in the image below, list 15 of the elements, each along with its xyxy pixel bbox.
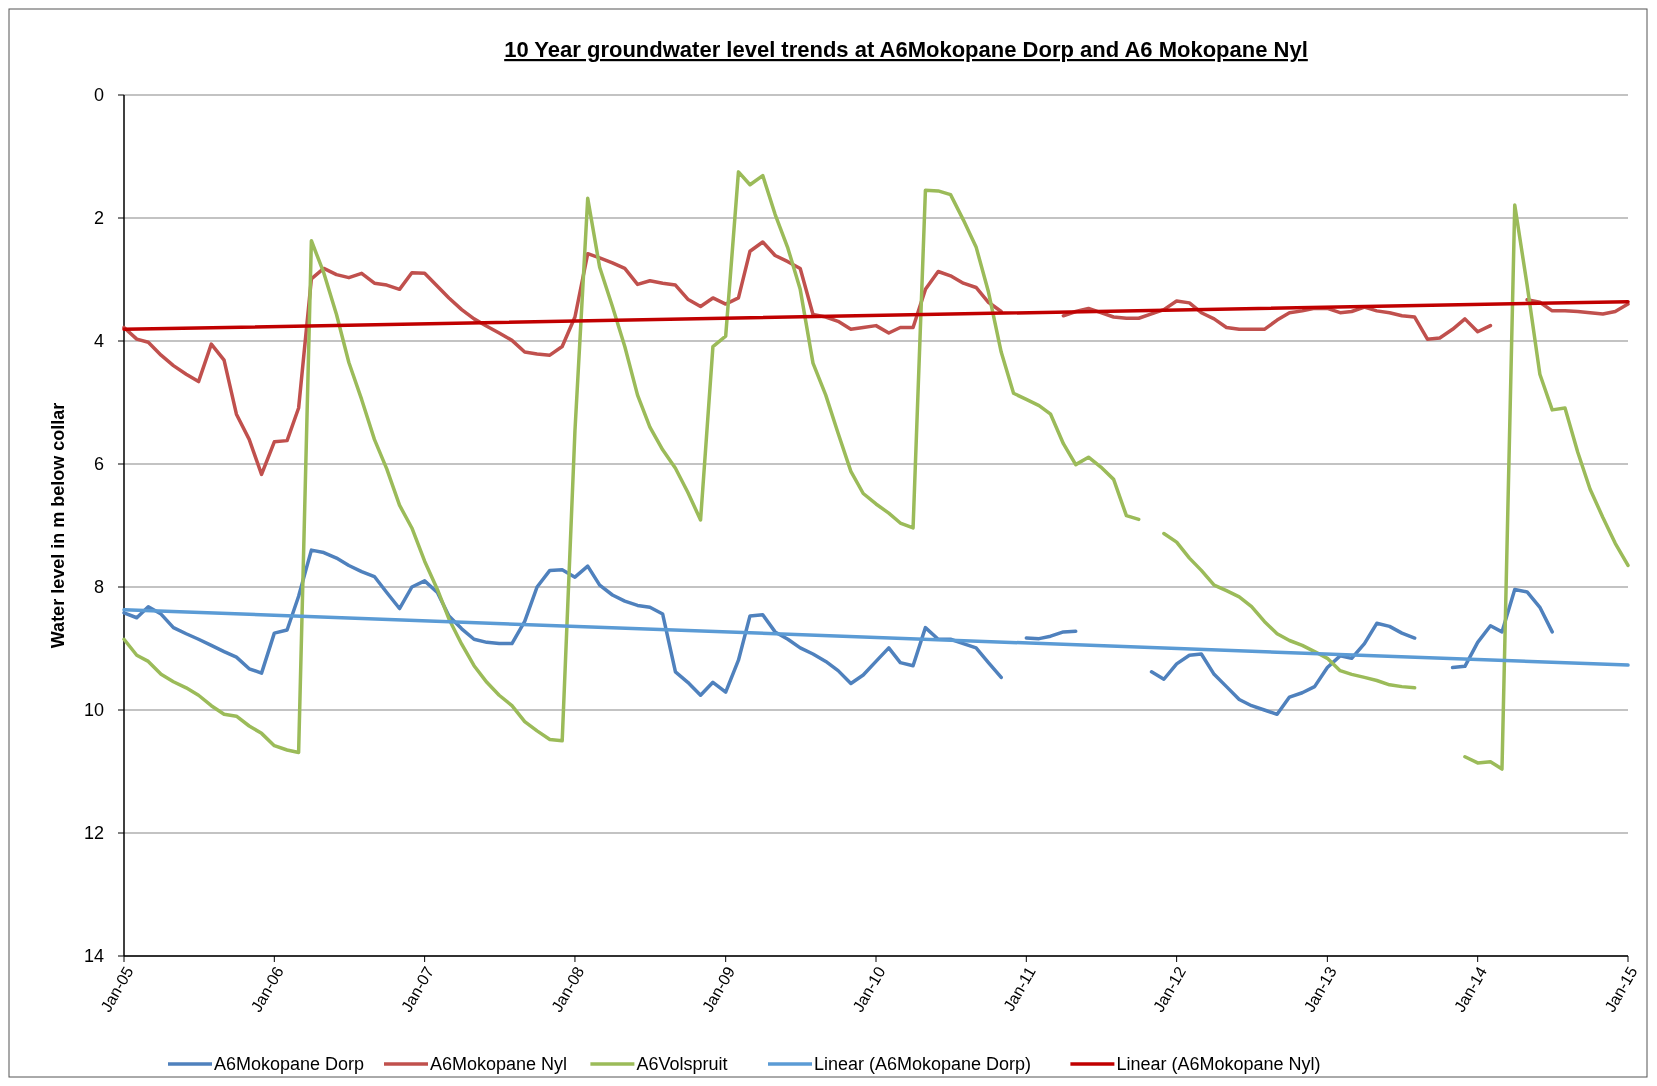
chart-title: 10 Year groundwater level trends at A6Mokopane Dorp and A6 Mokopane Nyl (504, 37, 1308, 62)
legend-label: Linear (A6Mokopane Dorp) (814, 1054, 1032, 1075)
y-tick-label: 14 (83, 946, 104, 967)
y-tick-label: 10 (83, 700, 104, 721)
y-axis-title: Water level in m below collar (48, 402, 68, 649)
y-tick-label: 0 (93, 85, 104, 106)
legend-label: A6Mokopane Nyl (430, 1054, 568, 1075)
y-tick-label: 4 (93, 331, 104, 352)
y-tick-label: 2 (93, 208, 104, 229)
legend-label: A6Mokopane Dorp (214, 1054, 365, 1075)
legend-label: A6Volspruit (636, 1054, 728, 1075)
y-tick-label: 8 (93, 577, 104, 598)
legend-label: Linear (A6Mokopane Nyl) (1116, 1054, 1321, 1075)
y-tick-label: 12 (83, 823, 104, 844)
y-tick-label: 6 (93, 454, 104, 475)
